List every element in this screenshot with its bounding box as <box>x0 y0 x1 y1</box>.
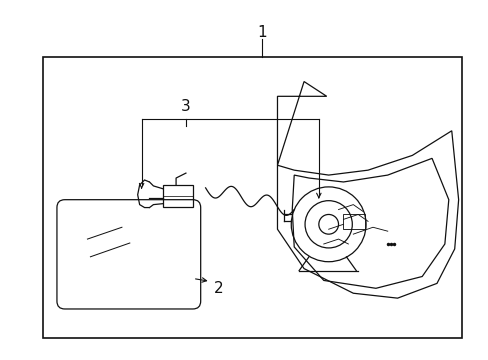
Bar <box>343 215 365 229</box>
Text: 2: 2 <box>213 281 223 296</box>
Bar <box>43 57 461 338</box>
Text: 1: 1 <box>256 25 266 40</box>
Text: 3: 3 <box>181 99 190 114</box>
